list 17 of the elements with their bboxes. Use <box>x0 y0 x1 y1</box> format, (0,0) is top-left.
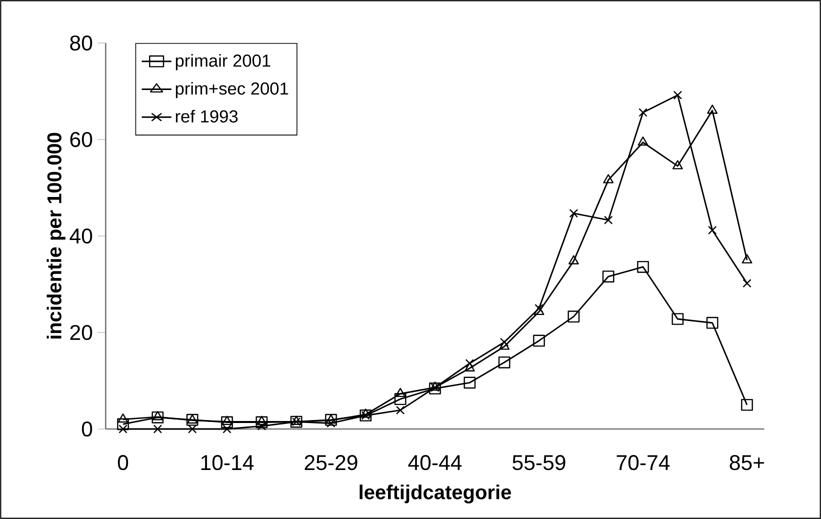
y-tick-label: 20 <box>70 324 92 340</box>
y-tick-label: 40 <box>70 228 92 244</box>
y-tick-label: 60 <box>70 132 92 148</box>
x-tick-label: 25-29 <box>304 455 358 470</box>
x-tick-label: 85+ <box>730 455 764 470</box>
x-tick-label: 10-14 <box>201 455 254 470</box>
x-tick-label: 0 <box>118 455 128 470</box>
y-tick-label: 80 <box>70 35 92 51</box>
x-tick-label: 40-44 <box>408 455 462 470</box>
y-tick-label: 0 <box>82 421 92 437</box>
legend-label: prim+sec 2001 <box>176 82 288 98</box>
x-tick-label: 70-74 <box>616 455 670 470</box>
legend-label: ref 1993 <box>176 110 238 123</box>
x-tick-label: 55-59 <box>512 455 566 470</box>
y-axis-title: incidentie per 100.000 <box>46 132 66 339</box>
legend-label: primair 2001 <box>176 54 270 70</box>
x-axis-title: leeftijdcategorie <box>360 484 512 504</box>
